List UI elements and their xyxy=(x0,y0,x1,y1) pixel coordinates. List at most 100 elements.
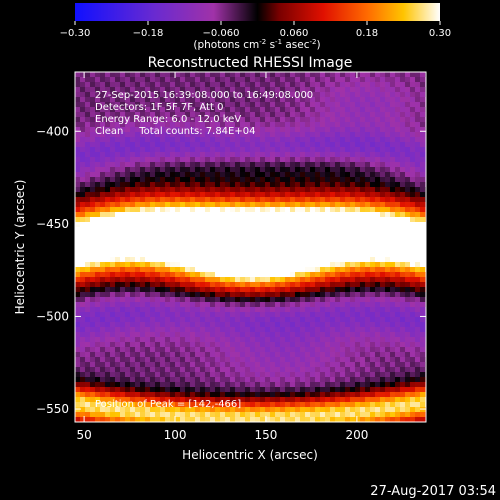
heatmap-cell xyxy=(300,232,306,238)
heatmap-cell xyxy=(100,127,106,133)
heatmap-cell xyxy=(330,282,336,288)
heatmap-cell xyxy=(360,197,366,203)
heatmap-cell xyxy=(150,372,156,378)
heatmap-cell xyxy=(190,267,196,273)
heatmap-cell xyxy=(400,242,406,248)
heatmap-cell xyxy=(215,267,221,273)
heatmap-cell xyxy=(290,142,296,148)
heatmap-cell xyxy=(315,207,321,213)
heatmap-cell xyxy=(310,267,316,273)
heatmap-cell xyxy=(85,232,91,238)
heatmap-cell xyxy=(95,242,101,248)
heatmap-cell xyxy=(270,387,276,393)
heatmap-cell xyxy=(155,247,161,253)
heatmap-cell xyxy=(180,362,186,368)
heatmap-cell xyxy=(120,247,126,253)
heatmap-cell xyxy=(270,357,276,363)
heatmap-cell xyxy=(75,297,81,303)
heatmap-cell xyxy=(420,92,426,98)
heatmap-cell xyxy=(375,142,381,148)
heatmap-cell xyxy=(200,297,206,303)
heatmap-cell xyxy=(150,257,156,263)
heatmap-cell xyxy=(325,272,331,278)
heatmap-cell xyxy=(265,252,271,258)
heatmap-cell xyxy=(80,317,86,323)
heatmap-cell xyxy=(265,342,271,348)
heatmap-cell xyxy=(345,182,351,188)
heatmap-cell xyxy=(380,152,386,158)
heatmap-cell xyxy=(215,207,221,213)
heatmap-cell xyxy=(95,172,101,178)
heatmap-cell xyxy=(385,282,391,288)
heatmap-cell xyxy=(390,392,396,398)
heatmap-cell xyxy=(160,252,166,258)
heatmap-cell xyxy=(375,312,381,318)
heatmap-cell xyxy=(190,417,196,422)
heatmap-cell xyxy=(415,367,421,373)
heatmap-cell xyxy=(100,72,106,78)
heatmap-cell xyxy=(400,292,406,298)
heatmap-cell xyxy=(375,387,381,393)
heatmap-cell xyxy=(315,377,321,383)
heatmap-cell xyxy=(115,257,121,263)
heatmap-cell xyxy=(360,72,366,78)
heatmap-cell xyxy=(390,257,396,263)
heatmap-cell xyxy=(415,222,421,228)
heatmap-cell xyxy=(240,192,246,198)
heatmap-cell xyxy=(415,317,421,323)
heatmap-cell xyxy=(125,402,131,408)
heatmap-cell xyxy=(200,87,206,93)
heatmap-cell xyxy=(210,252,216,258)
heatmap-cell xyxy=(280,112,286,118)
heatmap-cell xyxy=(330,207,336,213)
heatmap-cell xyxy=(305,242,311,248)
heatmap-cell xyxy=(310,322,316,328)
heatmap-cell xyxy=(220,322,226,328)
heatmap-cell xyxy=(360,332,366,338)
heatmap-cell xyxy=(275,407,281,413)
heatmap-cell xyxy=(300,182,306,188)
heatmap-cell xyxy=(360,107,366,113)
heatmap-cell xyxy=(355,352,361,358)
heatmap-cell xyxy=(205,407,211,413)
heatmap-cell xyxy=(85,347,91,353)
heatmap-cell xyxy=(330,407,336,413)
heatmap-cell xyxy=(185,407,191,413)
heatmap-cell xyxy=(295,252,301,258)
heatmap-cell xyxy=(365,347,371,353)
heatmap-cell xyxy=(130,107,136,113)
heatmap-cell xyxy=(255,312,261,318)
heatmap-cell xyxy=(360,102,366,108)
heatmap-cell xyxy=(140,132,146,138)
heatmap-cell xyxy=(380,207,386,213)
heatmap-cell xyxy=(75,267,81,273)
heatmap-cell xyxy=(250,137,256,143)
heatmap-cell xyxy=(135,397,141,403)
heatmap-cell xyxy=(385,222,391,228)
colorbar-tick-label: −0.060 xyxy=(202,28,239,39)
heatmap-cell xyxy=(255,127,261,133)
heatmap-cell xyxy=(100,142,106,148)
heatmap-cell xyxy=(340,207,346,213)
heatmap-cell xyxy=(340,202,346,208)
heatmap-cell xyxy=(280,137,286,143)
heatmap-cell xyxy=(380,162,386,168)
heatmap-cell xyxy=(240,182,246,188)
heatmap-cell xyxy=(140,257,146,263)
heatmap-cell xyxy=(330,172,336,178)
heatmap-cell xyxy=(325,372,331,378)
heatmap-cell xyxy=(385,112,391,118)
heatmap-cell xyxy=(360,257,366,263)
heatmap-cell xyxy=(170,82,176,88)
heatmap-cell xyxy=(145,262,151,268)
heatmap-cell xyxy=(360,242,366,248)
heatmap-cell xyxy=(235,102,241,108)
heatmap-cell xyxy=(145,292,151,298)
heatmap-cell xyxy=(295,72,301,78)
heatmap-cell xyxy=(135,137,141,143)
heatmap-cell xyxy=(320,322,326,328)
heatmap-cell xyxy=(75,332,81,338)
heatmap-cell xyxy=(280,247,286,253)
heatmap-cell xyxy=(210,127,216,133)
heatmap-cell xyxy=(210,82,216,88)
